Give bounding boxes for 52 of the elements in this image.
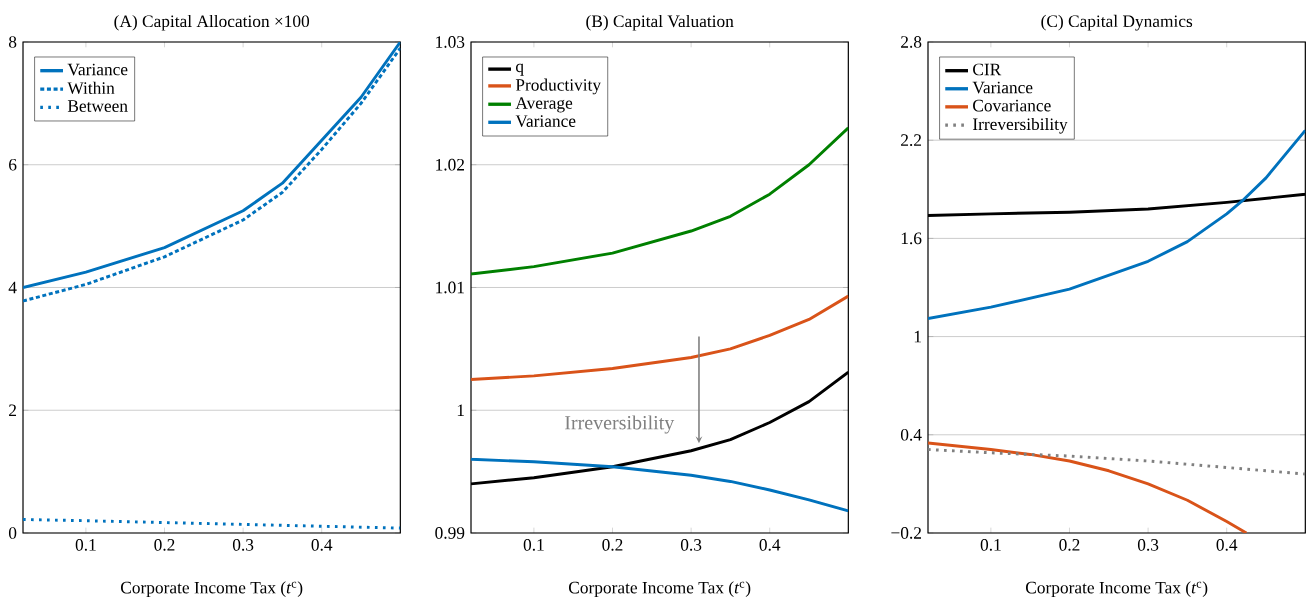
- x-tick-label: 0.4: [311, 539, 333, 551]
- legend-label: Variance: [67, 63, 128, 76]
- x-tick-label: 0.3: [232, 539, 254, 551]
- chart-title: (A) Capital Allocation ×100: [114, 14, 310, 31]
- legend-label: q: [515, 63, 524, 76]
- annotation: Irreversibility: [565, 415, 675, 434]
- y-tick-label: 1.03: [436, 36, 465, 48]
- legend-label: CIR: [973, 63, 1002, 76]
- x-axis-title: Corporate Income Tax (t$^{c}$): [568, 581, 751, 597]
- chart-title: (C) Capital Dynamics: [1041, 14, 1193, 31]
- chart-title: (B) Capital Valuation: [586, 14, 734, 31]
- y-tick-label: 0.99: [435, 527, 465, 539]
- legend-label: Variance: [515, 115, 576, 128]
- line-series: [928, 441, 1248, 533]
- legend-label: Covariance: [973, 99, 1051, 112]
- y-tick-label: 1: [457, 404, 464, 416]
- y-tick-label: 0: [8, 527, 17, 539]
- x-tick-label: 0.4: [1216, 539, 1238, 551]
- legend-label: Variance: [972, 81, 1033, 94]
- line-series: [471, 294, 849, 382]
- legend-label: Irreversibility: [972, 117, 1068, 134]
- line-series: [928, 448, 1306, 476]
- y-tick-label: 2.2: [901, 134, 922, 147]
- x-axis-title: Corporate Income Tax (t$^{c}$): [120, 581, 303, 597]
- x-tick-label: 0.1: [75, 539, 96, 551]
- x-axis-title: Corporate Income Tax (t$^{c}$): [1025, 581, 1208, 597]
- y-tick-label: 6: [9, 158, 17, 171]
- x-tick-label: 0.3: [680, 539, 702, 551]
- y-tick-label: 1.6: [901, 232, 922, 245]
- legend-label: Average: [515, 97, 573, 113]
- y-tick-label: 4: [8, 281, 17, 294]
- y-tick-label: 1.01: [436, 281, 464, 294]
- y-tick-label: 2.8: [901, 36, 922, 48]
- y-tick-label: 0.4: [900, 428, 922, 441]
- y-tick-label: 2: [9, 404, 17, 416]
- line-series: [23, 518, 401, 530]
- x-tick-label: 0.4: [759, 539, 781, 551]
- line-series: [471, 457, 849, 513]
- legend-label: Between: [67, 100, 128, 112]
- line-series: [471, 126, 849, 276]
- x-tick-label: 0.2: [154, 539, 175, 551]
- legend-label: Within: [67, 81, 115, 95]
- x-tick-label: 0.1: [523, 539, 544, 551]
- x-tick-label: 0.2: [602, 539, 623, 551]
- y-tick-label: 1: [914, 330, 921, 343]
- x-tick-label: 0.2: [1059, 539, 1080, 551]
- y-tick-label: 8: [8, 36, 17, 48]
- legend-label: Productivity: [515, 78, 601, 95]
- x-tick-label: 0.1: [980, 539, 1001, 551]
- x-tick-label: 0.3: [1137, 539, 1159, 551]
- y-tick-label: 1.02: [436, 158, 465, 171]
- y-tick-label: −0.2: [891, 527, 922, 539]
